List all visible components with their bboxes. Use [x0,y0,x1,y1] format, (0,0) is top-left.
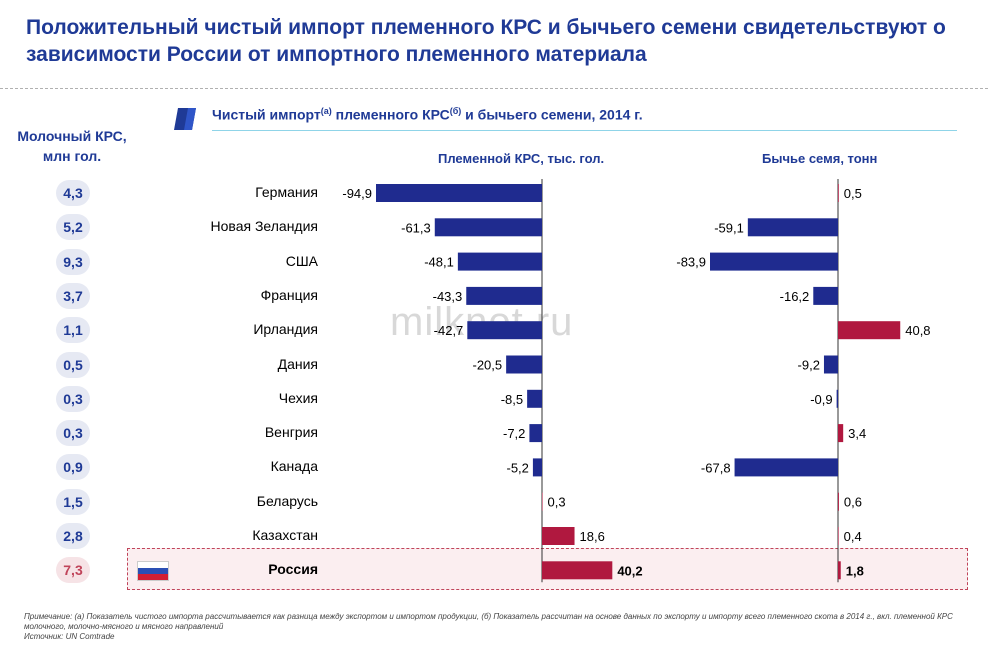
semen-value-label: -0,9 [810,392,832,407]
section-marker-icon [174,108,196,130]
semen-bar [710,252,838,271]
breeding-bar [542,492,543,511]
breeding-bar [434,218,542,237]
dairy-cattle-value: 2,8 [56,523,90,549]
semen-bar [747,218,838,237]
dairy-cattle-value: 1,1 [56,317,90,344]
breeding-bar [457,252,542,271]
country-label: США [285,252,318,269]
page-title: Положительный чистый импорт племенного К… [26,16,946,66]
breeding-value-label: -7,2 [503,426,525,441]
breeding-value-label: -61,3 [401,220,431,235]
dairy-cattle-value: 0,3 [56,385,90,412]
semen-bar [734,458,838,477]
country-label: Казахстан [252,527,318,543]
semen-value-label: 0,4 [844,529,862,544]
breeding-bar [542,561,613,580]
breeding-bar [376,184,542,202]
breeding-value-label: -8,5 [501,392,523,407]
semen-value-label: -59,1 [714,220,744,235]
breeding-value-label: -94,9 [342,186,372,201]
semen-value-label: 1,8 [846,563,864,578]
subtitle-footnote-a: (а) [320,106,332,116]
country-label: Чехия [278,389,318,406]
subtitle-divider [212,130,957,131]
russia-flag-icon [137,561,169,581]
breeding-value-label: -20,5 [473,358,503,373]
dairy-cattle-value: 9,3 [56,248,90,275]
country-label: Венгрия [264,424,318,441]
semen-value-label: 0,6 [844,495,862,510]
footnote: Примечание: (а) Показатель чистого импор… [24,612,974,642]
bull-semen-header: Бычье семя, тонн [762,151,878,166]
semen-bar [813,286,838,305]
breeding-bar [532,458,542,477]
breeding-value-label: 0,3 [548,495,566,510]
subtitle-text-1: Чистый импорт [212,106,321,123]
breeding-bar [466,286,542,305]
dairy-cattle-value: 7,3 [56,557,90,584]
subtitle-footnote-b: (б) [449,106,462,116]
semen-bar [838,321,901,340]
subtitle-text-3: и бычьего семени, 2014 г. [461,106,643,123]
semen-value-label: -67,8 [701,460,731,475]
semen-bar [838,424,844,443]
breeding-value-label: 40,2 [617,563,642,578]
semen-value-label: 3,4 [848,426,866,441]
semen-bar [823,355,838,374]
breeding-bar [529,424,542,443]
semen-value-label: -16,2 [780,289,810,304]
breeding-bar [527,389,542,408]
country-label: Дания [277,355,318,372]
breeding-cattle-header: Племенной КРС, тыс. гол. [438,151,605,166]
title-divider [0,88,988,89]
breeding-bar [467,321,542,340]
semen-bar [838,561,841,580]
breeding-value-label: -48,1 [424,255,454,270]
dairy-cattle-value: 0,5 [56,351,90,378]
dairy-cattle-value: 0,9 [56,454,90,481]
breeding-bar [506,355,542,374]
country-label: Германия [255,184,318,200]
breeding-value-label: -42,7 [434,323,464,338]
dairy-cattle-value: 4,3 [56,180,90,206]
dairy-cattle-value: 0,3 [56,420,90,447]
country-label: Россия [268,561,318,578]
semen-value-label: 0,5 [844,186,862,201]
dairy-cattle-header: Молочный КРС, млн гол. [17,128,127,164]
semen-bar [838,184,839,202]
semen-value-label: -83,9 [676,255,706,270]
semen-bar [838,492,839,511]
semen-value-label: -9,2 [798,358,820,373]
semen-bar [836,389,838,408]
country-label: Франция [260,286,318,303]
semen-bar [838,527,839,545]
dairy-cattle-value: 1,5 [56,488,90,515]
country-label: Ирландия [253,321,318,338]
dairy-cattle-value: 5,2 [56,214,90,241]
subtitle-text-2: племенного КРС [331,106,450,123]
breeding-value-label: -43,3 [433,289,463,304]
semen-value-label: 40,8 [905,323,930,338]
breeding-bar [542,527,575,545]
footnote-note: Примечание: (а) Показатель чистого импор… [24,612,953,631]
dairy-cattle-value: 3,7 [56,282,90,309]
country-label: Новая Зеландия [210,218,318,235]
breeding-value-label: 18,6 [580,529,605,544]
breeding-value-label: -5,2 [506,460,528,475]
country-label: Канада [270,458,318,475]
footnote-source: Источник: UN Comtrade [24,632,115,641]
chart-subtitle: Чистый импорт(а) племенного КРС(б) и быч… [212,106,643,123]
country-label: Беларусь [256,492,318,509]
